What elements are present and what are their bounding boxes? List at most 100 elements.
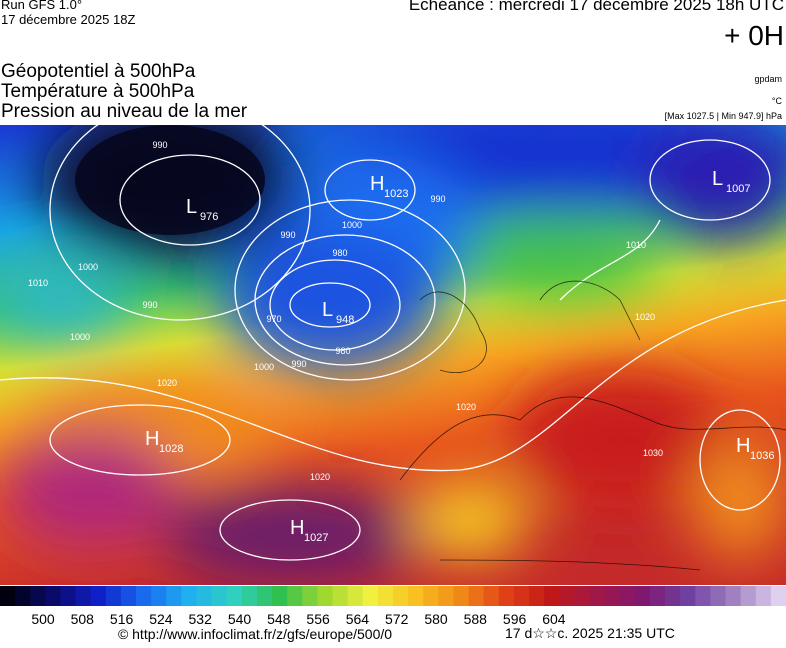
scale-swatch [559, 586, 575, 606]
scale-swatch [332, 586, 349, 606]
contour-label: 1020 [456, 402, 476, 412]
scale-swatch [181, 586, 197, 606]
scale-label: 588 [464, 611, 488, 627]
contour-label: 1000 [78, 262, 98, 272]
unit: °C [771, 96, 782, 106]
center-value: 1028 [159, 443, 183, 455]
contour-label: 990 [291, 359, 306, 369]
scale-swatch [423, 586, 439, 606]
contour-label: 1020 [635, 312, 655, 322]
scale-label: 548 [267, 611, 291, 627]
scale-swatch [105, 586, 122, 606]
contour-label: 1000 [254, 362, 274, 372]
scale-swatch [90, 586, 107, 606]
contour-label: 990 [152, 140, 167, 150]
center-letter: H [290, 517, 304, 539]
scale-swatch [529, 586, 545, 606]
contour-label: 1010 [626, 240, 646, 250]
scale-swatch [211, 586, 228, 606]
scale-swatch [151, 586, 167, 606]
scale-swatch [196, 586, 213, 606]
scale-swatch [0, 586, 16, 606]
scale-swatch [453, 586, 470, 606]
forecast: Echéance : mercredi 17 décembre 2025 18h… [408, 0, 784, 14]
scale-swatch [226, 586, 243, 606]
footer-time: 17 d☆☆c. 2025 21:35 UTC [505, 625, 675, 641]
scale-swatch [740, 586, 757, 606]
contour-label: 990 [430, 194, 445, 204]
center-value: 976 [200, 211, 218, 223]
contour-label: 1030 [643, 448, 663, 458]
scale-swatch [60, 586, 77, 606]
offset: + 0H [724, 20, 784, 51]
scale-swatch [317, 586, 334, 606]
scale-label: 532 [189, 611, 213, 627]
contour-label: 1000 [342, 220, 362, 230]
center-value: 1007 [726, 183, 750, 195]
scale-label: 540 [228, 611, 252, 627]
scale-swatch [393, 586, 409, 606]
contour-label: 980 [335, 346, 350, 356]
scale-swatch [166, 586, 182, 606]
scale-label: 604 [542, 611, 566, 627]
center-value: 948 [336, 314, 354, 326]
scale-swatch [695, 586, 711, 606]
scale-swatch [604, 586, 621, 606]
scale-swatch [680, 586, 696, 606]
scale-swatch [241, 586, 258, 606]
unit: [Max 1027.5 | Min 947.9] hPa [664, 111, 782, 121]
scale-label: 580 [424, 611, 448, 627]
scale-swatch [438, 586, 454, 606]
scale-swatch [755, 586, 772, 606]
contour-label: 990 [280, 230, 295, 240]
title: Température à 500hPa [1, 81, 195, 102]
center-letter: H [736, 435, 750, 457]
scale-swatch [574, 586, 590, 606]
scale-swatch [725, 586, 742, 606]
scale-swatch [256, 586, 273, 606]
center-letter: L [186, 196, 197, 218]
scale-swatch [649, 586, 666, 606]
unit: gpdam [754, 74, 782, 84]
contour-label: 970 [266, 314, 281, 324]
scale-swatch [468, 586, 485, 606]
contour-label: 980 [332, 248, 347, 258]
scale-swatch [120, 586, 137, 606]
center-letter: H [145, 428, 159, 450]
scale-label: 524 [149, 611, 173, 627]
scale-swatch [544, 586, 560, 606]
run-date: 17 décembre 2025 18Z [1, 12, 136, 27]
scale-swatch [75, 586, 92, 606]
contour-label: 1020 [310, 472, 330, 482]
scale-swatch [634, 586, 651, 606]
scale-swatch [483, 586, 500, 606]
scale-label: 556 [306, 611, 330, 627]
scale-label: 596 [503, 611, 527, 627]
center-value: 1027 [304, 532, 328, 544]
contour-label: 1020 [157, 378, 177, 388]
scale-swatch [347, 586, 364, 606]
scale-swatch [302, 586, 318, 606]
scale-swatch [408, 586, 424, 606]
center-value: 1036 [750, 450, 774, 462]
center-value: 1023 [384, 188, 408, 200]
footer-url: © http://www.infoclimat.fr/z/gfs/europe/… [117, 626, 393, 642]
center-letter: L [322, 299, 333, 321]
contour-label: 1000 [70, 332, 90, 342]
scale-swatch [287, 586, 303, 606]
contour-label: 1010 [28, 278, 48, 288]
scale-label: 500 [31, 611, 55, 627]
scale-swatch [665, 586, 681, 606]
title: Géopotentiel à 500hPa [1, 61, 196, 82]
scale-swatch [710, 586, 727, 606]
scale-label: 516 [110, 611, 134, 627]
scale-swatch [136, 586, 152, 606]
scale-label: 508 [71, 611, 95, 627]
title: Pression au niveau de la mer [1, 101, 248, 122]
scale-swatch [272, 586, 288, 606]
scale-swatch [770, 586, 786, 606]
scale-label: 572 [385, 611, 409, 627]
scale-swatch [498, 586, 515, 606]
